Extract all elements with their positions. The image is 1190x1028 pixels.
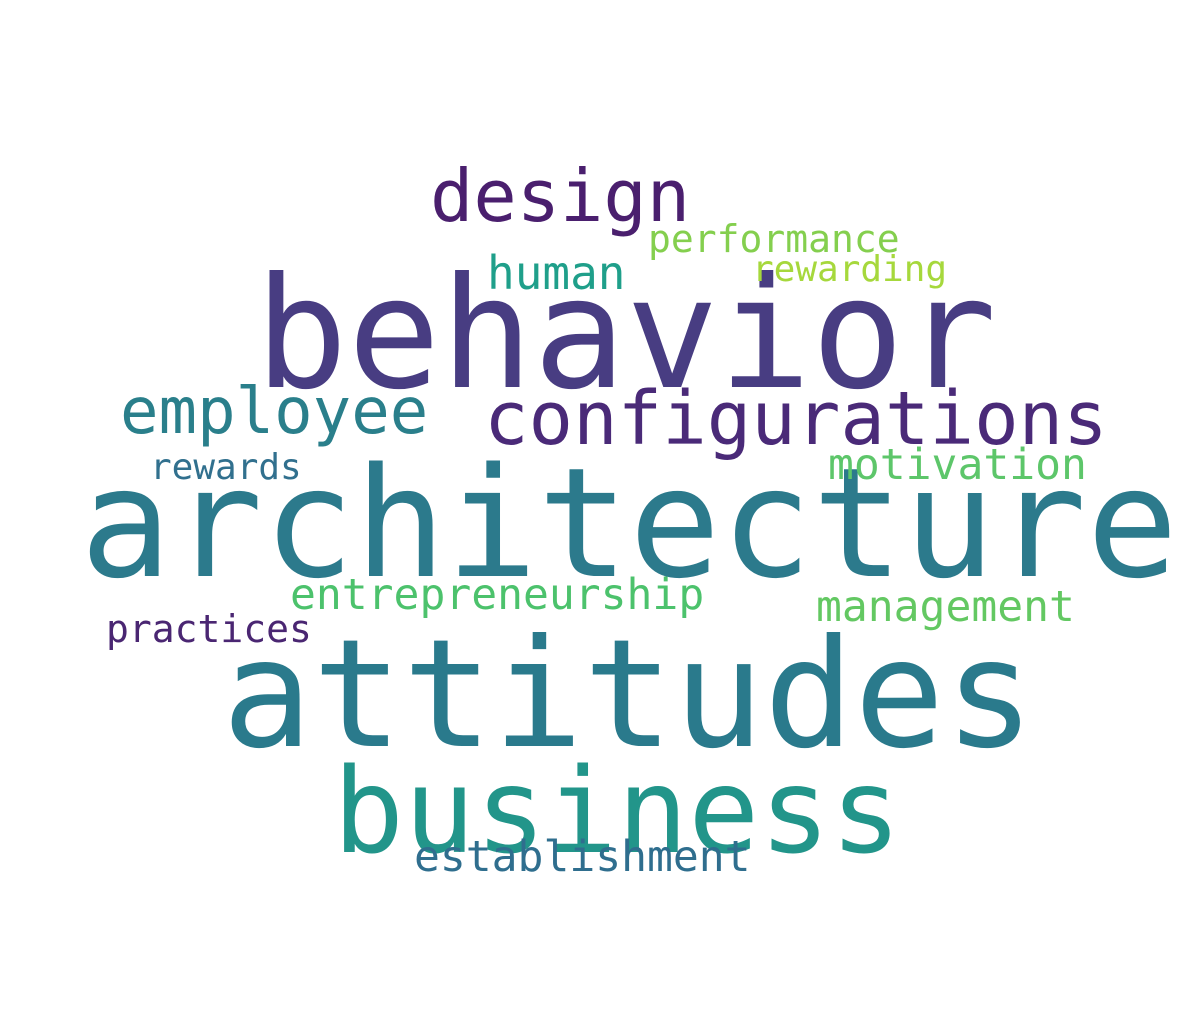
word-motivation: motivation: [828, 440, 1087, 490]
word-rewards: rewards: [150, 447, 302, 488]
word-practices: practices: [106, 607, 312, 651]
word-establishment: establishment: [414, 832, 751, 882]
word-attitudes: attitudes: [222, 608, 1035, 782]
word-behavior: behavior: [255, 245, 997, 424]
word-architecture: architecture: [80, 435, 1179, 612]
word-employee: employee: [120, 375, 429, 449]
word-business: business: [333, 742, 902, 880]
word-performance: performance: [648, 217, 900, 261]
word-entrepreneurship: entrepreneurship: [290, 570, 705, 620]
word-human: human: [487, 246, 626, 300]
word-rewarding: rewarding: [752, 249, 948, 290]
word-configurations: configurations: [484, 376, 1108, 462]
word-management: management: [816, 582, 1075, 632]
word-design: design: [430, 154, 691, 238]
